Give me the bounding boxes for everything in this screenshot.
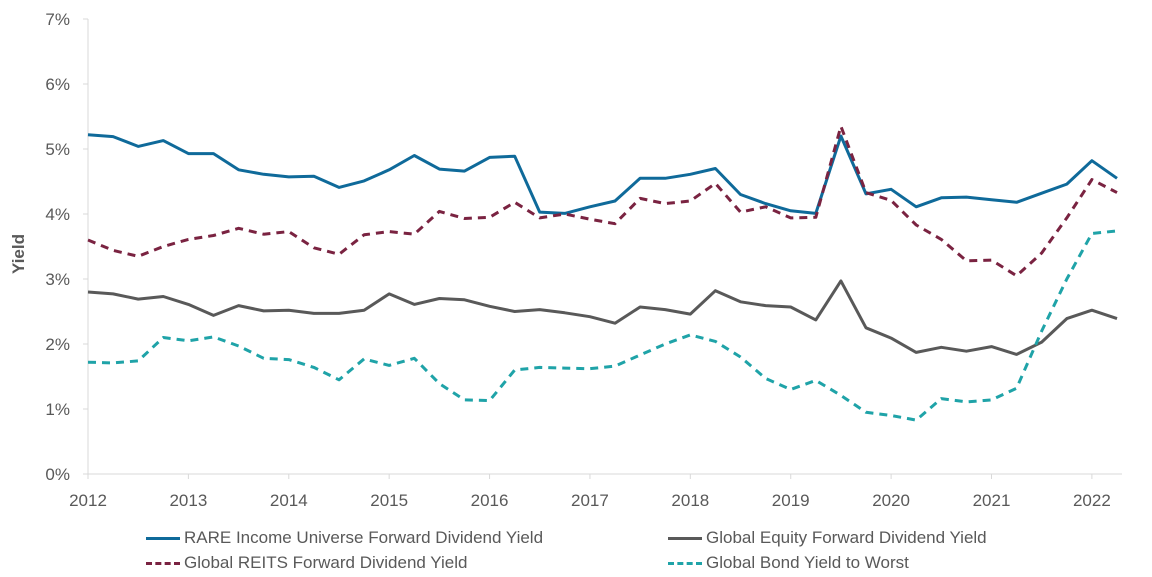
x-tick-label: 2016 [471, 491, 509, 510]
x-tick-label: 2013 [169, 491, 207, 510]
x-tick-label: 2017 [571, 491, 609, 510]
legend-swatch-global-reits [146, 561, 180, 565]
x-tick-label: 2018 [671, 491, 709, 510]
y-tick-label: 1% [45, 400, 70, 419]
legend-swatch-global-equity [668, 536, 702, 540]
y-axis-ticks: 0% 1% 2% 3% 4% 5% 6% 7% [45, 10, 88, 484]
y-tick-label: 2% [45, 335, 70, 354]
x-tick-label: 2014 [270, 491, 308, 510]
x-tick-label: 2019 [772, 491, 810, 510]
legend-label-global-reits: Global REITS Forward Dividend Yield [184, 553, 468, 572]
y-tick-label: 7% [45, 10, 70, 29]
legend-item-rare-income: RARE Income Universe Forward Dividend Yi… [146, 526, 543, 550]
x-tick-label: 2020 [872, 491, 910, 510]
x-tick-label: 2015 [370, 491, 408, 510]
legend-item-global-bond: Global Bond Yield to Worst [668, 551, 909, 575]
x-tick-label: 2012 [69, 491, 107, 510]
line-chart: Yield 0%1%2%3%4%5%6%7% 2012 2013 2014 2015 2… [9, 10, 1122, 510]
y-tick-label: 0% [45, 465, 70, 484]
legend-item-global-equity: Global Equity Forward Dividend Yield [668, 526, 987, 550]
legend-label-global-equity: Global Equity Forward Dividend Yield [706, 528, 987, 547]
legend-label-rare-income: RARE Income Universe Forward Dividend Yi… [184, 528, 544, 547]
y-tick-label: 6% [45, 75, 70, 94]
series-line-global-equity [87, 279, 1118, 356]
legend-swatch-rare-income [146, 536, 180, 540]
y-tick-label: 5% [45, 140, 70, 159]
series-line-global-bond [87, 229, 1118, 422]
series-line-global-reits [87, 124, 1118, 278]
y-axis-title-group: Yield [9, 234, 28, 274]
x-tick-label: 2021 [973, 491, 1011, 510]
series-line-rare-income [87, 133, 1118, 215]
y-axis-title: Yield [9, 234, 28, 274]
x-axis-ticks: 2012 2013 2014 2015 2016 2017 2018 2019 2020 2021… [69, 474, 1111, 510]
legend-item-global-reits: Global REITS Forward Dividend Yield [146, 551, 467, 575]
legend-swatch-global-bond [668, 561, 702, 565]
series-layer [87, 124, 1118, 422]
x-tick-label: 2022 [1073, 491, 1111, 510]
chart-legend: RARE Income Universe Forward Dividend Yi… [0, 526, 1152, 576]
y-tick-label: 4% [45, 205, 70, 224]
y-tick-label: 3% [45, 270, 70, 289]
legend-label-global-bond: Global Bond Yield to Worst [706, 553, 909, 572]
